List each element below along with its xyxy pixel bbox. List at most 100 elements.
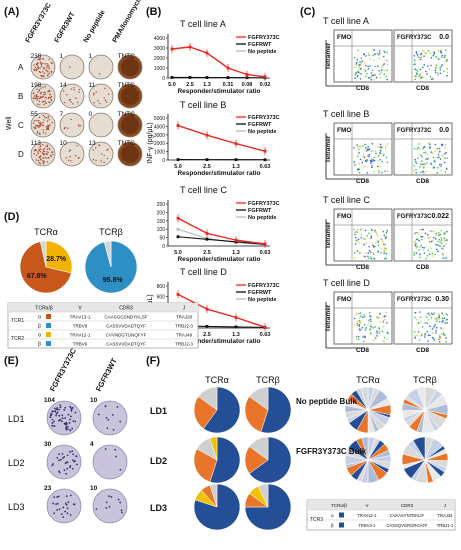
event-dot [415, 162, 418, 164]
event-dot [361, 60, 364, 62]
spot [106, 157, 109, 160]
event-dot [441, 56, 443, 59]
event-dot [413, 59, 416, 61]
event-dot [355, 63, 358, 65]
event-dot [384, 170, 387, 172]
spot [63, 408, 66, 411]
event-dot [420, 334, 423, 336]
spot [71, 450, 74, 453]
event-dot [370, 235, 373, 238]
event-dot [440, 143, 443, 146]
spot [69, 418, 72, 421]
event-dot [446, 71, 449, 74]
data-point [234, 325, 238, 329]
spot [71, 406, 74, 409]
spot [116, 406, 119, 408]
event-dot [430, 57, 433, 59]
x-tick-label: 0.02 [260, 82, 271, 88]
row-label: LD3 [150, 503, 167, 513]
event-dot [425, 52, 427, 55]
event-dot [419, 77, 422, 79]
x-axis-label: CD8 [356, 85, 369, 92]
event-dot [445, 60, 448, 63]
event-dot [363, 156, 366, 158]
event-dot [359, 78, 362, 80]
spot [45, 69, 47, 72]
event-dot [439, 245, 441, 247]
event-dot [375, 242, 377, 244]
data-point [226, 76, 230, 79]
event-dot [416, 55, 419, 57]
event-dot [430, 163, 433, 166]
spot [35, 120, 37, 122]
pie-slice [244, 483, 292, 531]
spot [65, 503, 68, 506]
spot [107, 148, 109, 150]
spot [66, 94, 68, 96]
event-dot [386, 63, 389, 66]
event-dot [386, 51, 388, 54]
event-dot [419, 165, 421, 168]
spot [39, 155, 41, 158]
event-dot [439, 66, 441, 69]
event-dot [435, 326, 438, 329]
event-dot [446, 74, 448, 77]
spot [37, 152, 39, 155]
plot-label: FGFRY373C [397, 128, 432, 134]
event-dot [432, 53, 435, 56]
spot [47, 73, 49, 75]
event-dot [359, 68, 362, 71]
spot [75, 455, 78, 458]
event-dot [430, 162, 432, 165]
spot [72, 103, 74, 105]
event-dot [431, 152, 434, 154]
event-dot [443, 161, 446, 164]
spot-count: 104 [44, 397, 55, 404]
y-tick-label: 4000 [154, 124, 165, 130]
event-dot [356, 61, 358, 64]
spot [52, 463, 54, 465]
event-dot [438, 318, 440, 321]
spot [97, 100, 99, 102]
event-dot [437, 240, 439, 243]
spot [112, 428, 115, 431]
spot [49, 416, 52, 419]
plot-label: FMO [337, 127, 351, 134]
x-tick-label: 5.0 [174, 164, 182, 170]
flow-title: T cell line A [323, 16, 369, 26]
event-dot [384, 243, 387, 246]
spot [44, 156, 47, 158]
event-dot [420, 163, 422, 166]
event-dot [442, 253, 444, 256]
spot [44, 147, 46, 150]
event-dot [427, 142, 430, 144]
spot [43, 103, 45, 106]
spot [38, 149, 41, 152]
spot [66, 507, 69, 510]
data-point [234, 316, 238, 319]
legend-label: FGFRWT [248, 208, 272, 214]
elispot-well [88, 141, 114, 167]
column-header: FGFR3WT [54, 11, 77, 44]
spot [49, 148, 51, 151]
event-dot [422, 147, 424, 150]
event-dot [357, 241, 360, 243]
event-dot [427, 340, 429, 342]
legend-label: No peptide [248, 297, 276, 303]
y-tick-label: 2000 [154, 56, 165, 62]
spot [41, 74, 43, 77]
spot [100, 160, 102, 162]
event-dot [353, 228, 355, 231]
spot [46, 161, 48, 163]
event-dot [380, 248, 382, 250]
spot [54, 410, 57, 413]
event-dot [415, 252, 418, 254]
event-dot [443, 245, 445, 247]
panel-a-elispot: Well FGFR3Y373C FGFR3WT No peptide PMA/Iono… [6, 0, 144, 167]
event-dot [426, 73, 428, 75]
flow-title: T cell line C [323, 195, 370, 205]
pie-slice [209, 436, 241, 484]
spot [99, 144, 101, 147]
spot [53, 425, 56, 428]
event-dot [360, 236, 363, 239]
